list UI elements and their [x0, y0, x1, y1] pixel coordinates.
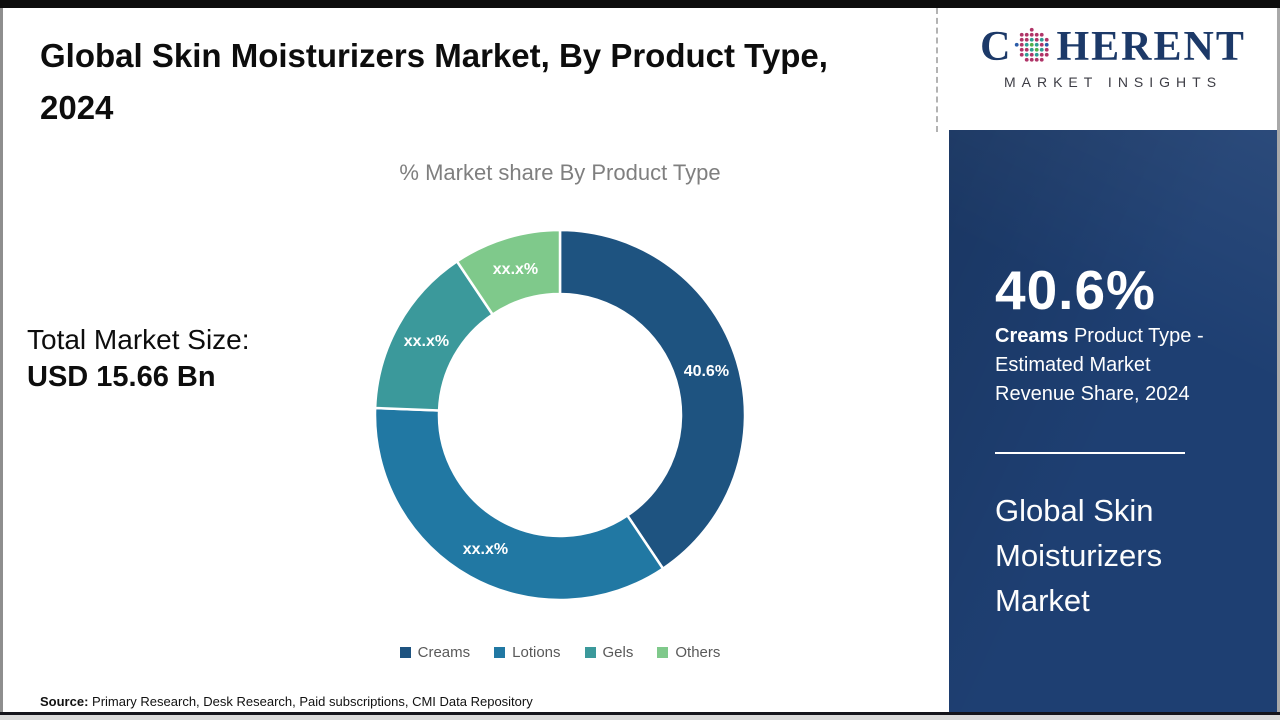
bottom-strip	[0, 715, 1280, 720]
left-border	[0, 8, 3, 712]
total-market-size: Total Market Size: USD 15.66 Bn	[27, 324, 250, 394]
legend-label: Lotions	[512, 644, 561, 661]
total-market-size-value: USD 15.66 Bn	[27, 361, 216, 393]
legend-label: Others	[675, 644, 721, 661]
panel-title: Global Skin Moisturizers Market	[995, 493, 1163, 618]
legend-swatch-icon	[584, 647, 596, 658]
logo-tagline: MARKET INSIGHTS	[1003, 74, 1223, 90]
chart-title: % Market share By Product Type	[399, 160, 721, 185]
source-label: Source:	[40, 694, 89, 709]
legend-item-creams: Creams	[399, 644, 471, 661]
legend-item-gels: Gels	[584, 644, 634, 661]
page-title: Global Skin Moisturizers Market, By Prod…	[40, 37, 828, 126]
logo-letters-rest: HERENT	[1056, 24, 1246, 70]
chart-legend: Creams Lotions Gels Others	[300, 644, 820, 661]
source-text: Primary Research, Desk Research, Paid su…	[88, 694, 533, 709]
slice-label-creams: 40.6%	[684, 363, 729, 380]
highlight-description-bold: Creams	[995, 325, 1069, 347]
legend-item-others: Others	[657, 644, 720, 661]
source-line: Source: Primary Research, Desk Research,…	[40, 694, 533, 709]
slice-label-others: xx.x%	[493, 261, 538, 278]
slice-label-lotions: xx.x%	[463, 541, 508, 558]
donut-chart: 40.6% xx.x% xx.x% xx.x%	[373, 228, 747, 602]
logo-wordmark: C HERENT	[949, 24, 1277, 70]
donut-segment-creams	[558, 228, 747, 571]
bottom-bar	[0, 712, 1280, 715]
legend-swatch-icon	[399, 647, 411, 658]
highlight-value: 40.6%	[995, 259, 1156, 321]
legend-swatch-icon	[657, 647, 669, 658]
total-market-size-label: Total Market Size:	[27, 324, 250, 355]
right-border	[1277, 8, 1280, 712]
highlight-description-rest: Product Type - Estimated Market Revenue …	[995, 325, 1204, 405]
legend-label: Gels	[602, 644, 634, 661]
highlight-description: Creams Product Type - Estimated Market R…	[995, 322, 1227, 409]
dotted-globe-icon	[1014, 27, 1054, 67]
legend-item-lotions: Lotions	[494, 644, 561, 661]
legend-label: Creams	[417, 644, 471, 661]
right-panel: 40.6% Creams Product Type - Estimated Ma…	[949, 130, 1277, 712]
donut-segment-lotions	[373, 406, 665, 602]
logo-letter-c: C	[980, 24, 1013, 70]
coherent-logo: C HERENT MARKET INSIGHTS	[949, 8, 1277, 130]
divider-line	[995, 452, 1185, 454]
legend-swatch-icon	[494, 647, 506, 658]
donut-segment-others	[455, 228, 562, 317]
dashed-separator	[936, 8, 938, 132]
slice-label-gels: xx.x%	[404, 333, 449, 350]
top-bar	[0, 0, 1280, 8]
